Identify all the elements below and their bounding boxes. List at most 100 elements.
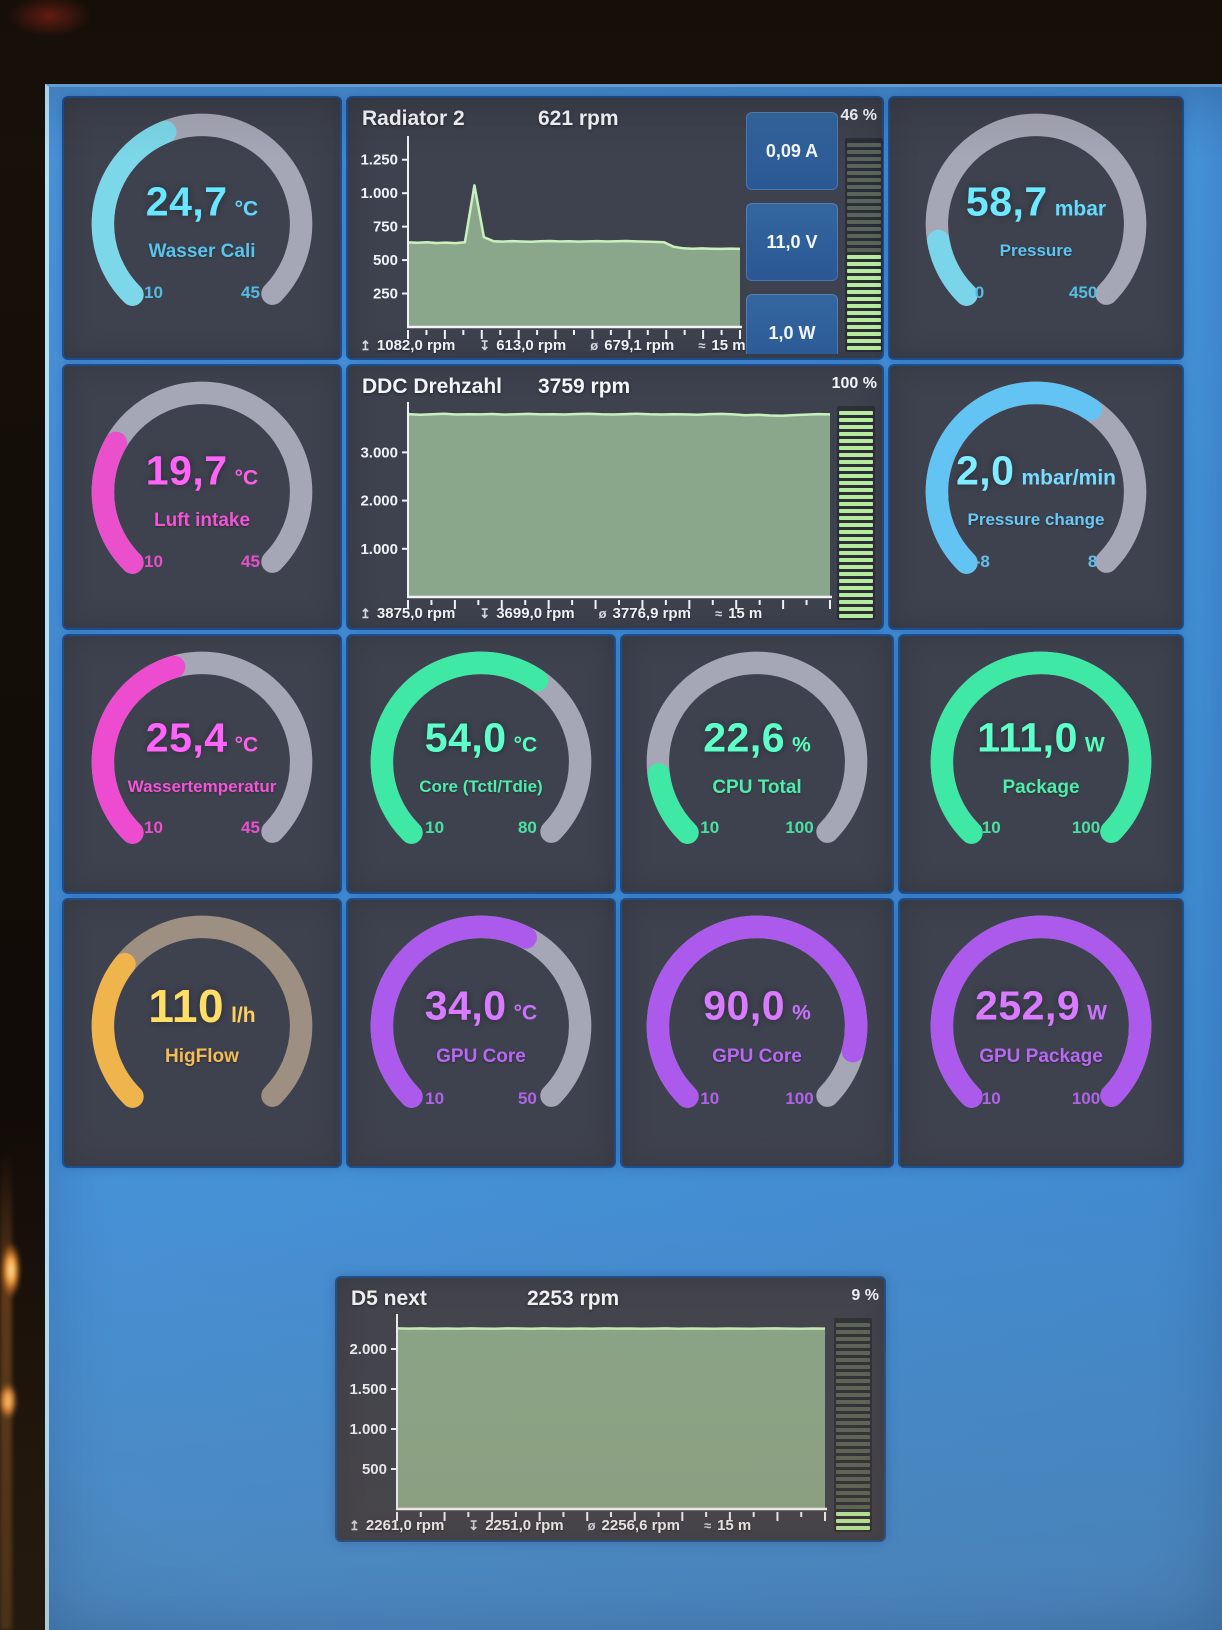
stat-min: ↧ 3699,0 rpm: [479, 605, 574, 622]
gauge-arc: [646, 915, 868, 1137]
ambient-light-streak: [0, 1150, 12, 1630]
meter-segment: [839, 495, 873, 499]
stat-value: 679,1 rpm: [604, 337, 675, 354]
stat-value: 3699,0 rpm: [496, 605, 575, 622]
gauge-unit: mbar: [1054, 197, 1107, 221]
meter-segment: [847, 269, 881, 273]
meter-segment: [847, 213, 881, 217]
meter-segment: [839, 614, 873, 618]
gauge-arc: [91, 915, 313, 1137]
gauge-label: HigFlow: [165, 1046, 239, 1068]
gauge-track-arc: [930, 651, 1152, 873]
gauge-tile-wasser-cali: 24,7 °C Wasser Cali 10 45: [64, 98, 340, 358]
time-icon: ≈: [698, 338, 706, 353]
stat-min: ↧ 2251,0 rpm: [468, 1517, 563, 1534]
chart-title: D5 next: [351, 1287, 427, 1310]
y-tick-label: 1.250: [360, 152, 398, 169]
avg-icon: ø: [587, 1518, 596, 1533]
gauge-value: 22,6: [703, 714, 786, 761]
stat-time: ≈15 m: [698, 337, 745, 354]
stat-max: ↥ 2261,0 rpm: [349, 1517, 444, 1534]
level-meter: [845, 138, 883, 352]
meter-segment: [839, 586, 873, 590]
meter-segment: [836, 1456, 870, 1460]
chart-stats: ↥ 3875,0 rpm ↧ 3699,0 rpm ø 3776,9 rpm ≈15 m: [360, 605, 762, 622]
y-tick-label: 750: [373, 219, 398, 236]
gauge-min: 0: [974, 282, 985, 302]
gauge-unit: °C: [234, 197, 259, 221]
meter-segment: [847, 164, 881, 168]
gauge-arc: [925, 381, 1147, 603]
meter-segment: [839, 502, 873, 506]
gauge-min: 10: [981, 817, 1001, 837]
meter-segment: [836, 1407, 870, 1411]
sensor-value-box: 1,0 W: [746, 294, 838, 354]
stat-value: 1082,0 rpm: [376, 337, 456, 354]
gauge-min: 10: [144, 817, 163, 837]
gauge-tile-gpu-core-load: 90,0% GPU Core 10 100: [622, 900, 892, 1166]
gauge-max: 100: [1071, 817, 1101, 837]
gauge-value: 34,0: [424, 982, 507, 1029]
meter-segment: [847, 262, 881, 266]
gauge-fill-arc: [370, 651, 592, 873]
meter-segment: [839, 488, 873, 492]
stat-value: 2261,0 rpm: [365, 1517, 445, 1534]
gauge-value: 24,7: [145, 178, 228, 225]
meter-segment: [836, 1491, 870, 1495]
gauge-max: 100: [1071, 1088, 1101, 1108]
gauge-max: 8: [1087, 552, 1098, 572]
gauge-label: Wasser Cali: [148, 241, 256, 262]
y-tick-label: 2.000: [360, 493, 398, 510]
gauge-tile-cpu-total: 22,6% CPU Total 10 100: [622, 636, 892, 892]
y-tick-label: 1.000: [360, 541, 398, 558]
gauge-track-arc: [646, 651, 868, 873]
meter-segment: [836, 1337, 870, 1341]
meter-segment: [847, 304, 881, 308]
area-chart: 3.000 2.000 1.000: [360, 402, 834, 609]
meter-segment: [836, 1379, 870, 1383]
gauge-tile-higflow: 110 l/h HigFlow: [64, 900, 340, 1166]
gauge-arc: [646, 651, 868, 873]
meter-segment: [839, 425, 873, 429]
chart-title: Radiator 2: [362, 107, 465, 130]
meter-segment: [847, 283, 881, 287]
meter-segment: [836, 1477, 870, 1481]
chart-percent-label: 9 %: [851, 1287, 879, 1304]
gauge-min: -8: [974, 552, 990, 572]
gauge-value: 110: [148, 980, 225, 1033]
series-line: [407, 412, 831, 418]
chart-plot: 2.000 1.500 1.000 500: [347, 1314, 829, 1522]
meter-segment: [839, 551, 873, 555]
series-area: [397, 1328, 825, 1509]
y-tick-label: 500: [362, 1461, 387, 1478]
chart-tile-ddc-drehzahl: DDC Drehzahl 3759 rpm 100 % 3.000 2.000 1.…: [348, 366, 882, 628]
series-area: [408, 413, 830, 597]
stat-value: 2251,0 rpm: [485, 1517, 564, 1534]
y-tick-label: 1.500: [349, 1381, 387, 1398]
gauge-track-arc: [91, 651, 313, 873]
meter-segment: [847, 325, 881, 329]
gauge-max: 100: [785, 817, 814, 837]
chart-stats: ↥ 1082,0 rpm ↧ 613,0 rpm ø 679,1 rpm ≈15 m: [360, 337, 746, 354]
meter-segment: [836, 1386, 870, 1390]
level-meter: [834, 1318, 872, 1532]
meter-segment: [836, 1526, 870, 1530]
gauge-min: 10: [700, 817, 720, 837]
gauge-arc: [91, 381, 313, 603]
meter-segment: [847, 227, 881, 231]
gauge-unit: W: [1087, 1001, 1107, 1025]
gauge-value: 2,0: [955, 447, 1015, 494]
gauge-unit: °C: [234, 466, 259, 490]
gauge-range: 10 45: [144, 552, 260, 572]
gauge-min: 10: [981, 1088, 1001, 1108]
ambient-light-glow: [0, 1384, 16, 1418]
gauge-max: 80: [517, 817, 537, 837]
gauge-tile-package: 111,0 W Package 10 100: [900, 636, 1182, 892]
area-chart: 1.250 1.000 750 500 250: [360, 136, 744, 339]
meter-segment: [847, 241, 881, 245]
gauge-fill-arc: [91, 381, 313, 603]
meter-segment: [839, 439, 873, 443]
sensor-info-boxes: 0,09 A 11,0 V 1,0 W: [746, 112, 838, 354]
ambient-light-glow: [1, 1242, 21, 1298]
meter-segment: [847, 171, 881, 175]
